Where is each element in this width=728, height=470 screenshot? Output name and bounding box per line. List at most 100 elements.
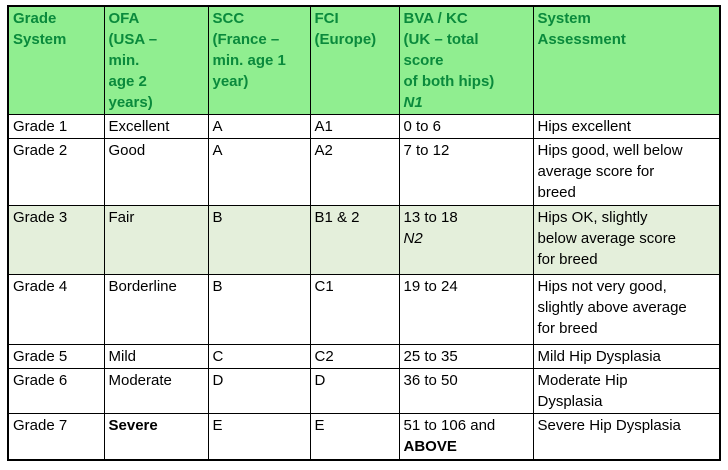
header-cell-system-assessment: System Assessment — [532, 5, 721, 115]
cell-line: C2 — [314, 348, 334, 365]
header-cell-bva-kc: BVA / KC (UK – total score of both hips) N1 — [398, 5, 534, 115]
cell-line: Grade — [13, 10, 57, 27]
cell-line: 0 to 6 — [403, 118, 442, 135]
cell-line: 7 to 12 — [403, 142, 450, 159]
cell-line: Grade 2 — [13, 142, 68, 159]
cell-line: (UK – total — [403, 31, 479, 48]
table-cell: Mild — [103, 344, 209, 369]
table-row: Grade 2 Good A A2 7 to 12 Hips good, well bel… — [7, 138, 721, 206]
cell-line: below average score — [537, 230, 676, 247]
cell-line: Grade 3 — [13, 209, 68, 226]
cell-line: average score for — [537, 163, 655, 180]
cell-line: C1 — [314, 278, 334, 295]
cell-line: D — [212, 372, 224, 389]
cell-line: Good — [108, 142, 146, 159]
cell-line: FCI — [314, 10, 339, 27]
cell-line: Grade 7 — [13, 417, 68, 434]
cell-line: Dysplasia — [537, 393, 603, 410]
cell-line: 25 to 35 — [403, 348, 458, 365]
cell-line: Grade 4 — [13, 278, 68, 295]
table-cell: C1 — [309, 274, 400, 345]
cell-line: 51 to 106 and — [403, 417, 496, 434]
table-row: Grade 6 Moderate D D 36 to 50 Moderate Hip Dys… — [7, 368, 721, 414]
cell-line: System — [13, 31, 67, 48]
table-cell: Borderline — [103, 274, 209, 345]
table-cell: Grade 1 — [7, 114, 105, 139]
cell-line: Hips good, well below — [537, 142, 683, 159]
table-cell: Grade 2 — [7, 138, 105, 206]
table-cell: Grade 6 — [7, 368, 105, 414]
header-cell-ofa: OFA (USA – min. age 2 years) — [103, 5, 209, 115]
cell-line: 36 to 50 — [403, 372, 458, 389]
table-cell: B — [207, 205, 311, 275]
table-cell: Severe — [103, 413, 209, 460]
cell-line: N1 — [403, 94, 423, 111]
cell-line: System — [537, 10, 591, 27]
table-row: Grade 1 Excellent A A1 0 to 6 Hips excellent — [7, 114, 721, 139]
table-row: Grade 3 Fair B B1 & 2 13 to 18 N2 Hips OK, sli… — [7, 205, 721, 275]
cell-line: for breed — [537, 251, 598, 268]
cell-line: (France – — [212, 31, 280, 48]
cell-line: Excellent — [108, 118, 170, 135]
cell-line: 13 to 18 — [403, 209, 458, 226]
cell-line: min. — [108, 52, 140, 69]
cell-line: Mild Hip Dysplasia — [537, 348, 661, 365]
table-cell: Hips excellent — [532, 114, 721, 139]
table-cell: 13 to 18 N2 — [398, 205, 534, 275]
cell-line: (USA – — [108, 31, 158, 48]
cell-line: E — [212, 417, 223, 434]
table-cell: 0 to 6 — [398, 114, 534, 139]
cell-line: A1 — [314, 118, 333, 135]
table-cell: A2 — [309, 138, 400, 206]
table-cell: Severe Hip Dysplasia — [532, 413, 721, 460]
table-cell: 51 to 106 and ABOVE — [398, 413, 534, 460]
cell-line: A — [212, 118, 223, 135]
table-cell: Fair — [103, 205, 209, 275]
table-row: Grade 7 Severe E E 51 to 106 and ABOVE Severe … — [7, 413, 721, 460]
table-cell: Moderate Hip Dysplasia — [532, 368, 721, 414]
cell-line: 19 to 24 — [403, 278, 458, 295]
header-cell-fci: FCI (Europe) — [309, 5, 400, 115]
table-cell: Excellent — [103, 114, 209, 139]
cell-line: Grade 1 — [13, 118, 68, 135]
cell-line: Moderate Hip — [537, 372, 628, 389]
cell-line: Mild — [108, 348, 137, 365]
table-row: Grade 5 Mild C C2 25 to 35 Mild Hip Dysplasia — [7, 344, 721, 369]
table-cell: C — [207, 344, 311, 369]
table-cell: 19 to 24 — [398, 274, 534, 345]
table-cell: E — [309, 413, 400, 460]
cell-line: Hips OK, slightly — [537, 209, 648, 226]
table-cell: Hips OK, slightly below average score for … — [532, 205, 721, 275]
table-cell: 7 to 12 — [398, 138, 534, 206]
table-cell: Mild Hip Dysplasia — [532, 344, 721, 369]
cell-line: breed — [537, 184, 576, 201]
cell-line: Grade 6 — [13, 372, 68, 389]
cell-line: (Europe) — [314, 31, 377, 48]
cell-line: score — [403, 52, 444, 69]
header-cell-grade-system: Grade System — [7, 5, 105, 115]
cell-line: for breed — [537, 320, 598, 337]
table-cell: Grade 7 — [7, 413, 105, 460]
table-cell: C2 — [309, 344, 400, 369]
table-cell: Grade 5 — [7, 344, 105, 369]
table-cell: D — [207, 368, 311, 414]
table-cell: A — [207, 138, 311, 206]
table-cell: Moderate — [103, 368, 209, 414]
table-cell: Grade 4 — [7, 274, 105, 345]
cell-line: Hips not very good, — [537, 278, 667, 295]
table-cell: A1 — [309, 114, 400, 139]
cell-line: C — [212, 348, 224, 365]
cell-line: A2 — [314, 142, 333, 159]
table-cell: B1 & 2 — [309, 205, 400, 275]
table-cell: 25 to 35 — [398, 344, 534, 369]
header-row: Grade System OFA (USA – min. age 2 years) SCC (F… — [7, 5, 721, 115]
cell-line: Moderate — [108, 372, 172, 389]
table-cell: Good — [103, 138, 209, 206]
cell-line: Fair — [108, 209, 135, 226]
cell-line: Borderline — [108, 278, 177, 295]
cell-line: min. age 1 — [212, 52, 286, 69]
table-cell: Hips good, well below average score for br… — [532, 138, 721, 206]
cell-line: year) — [212, 73, 249, 90]
cell-line: B — [212, 209, 223, 226]
